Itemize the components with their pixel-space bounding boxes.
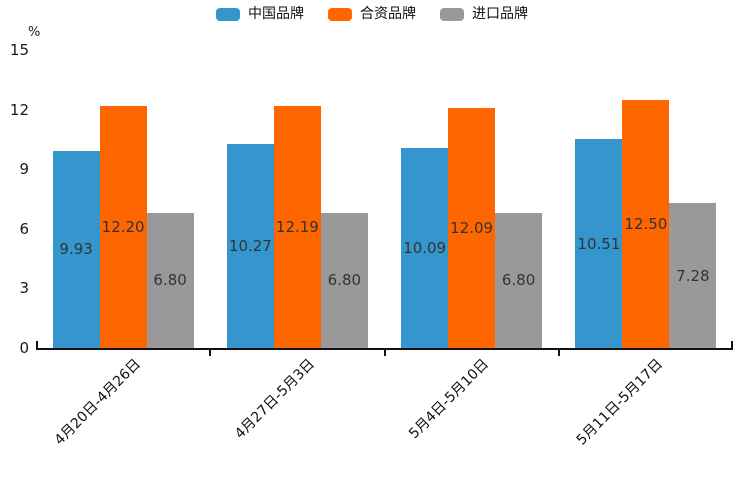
bar-value-label: 12.19 (275, 217, 319, 236)
bar-value-label: 12.20 (101, 217, 145, 236)
y-tick-label: 6 (19, 219, 29, 238)
bar-value-label: 12.50 (624, 214, 668, 233)
x-tick-label-2: 5月4日-5月10日 (406, 356, 493, 443)
bar-中国品牌-0: 9.93 (52, 150, 100, 348)
legend-label: 中国品牌 (248, 6, 304, 22)
legend-item-1[interactable]: 合资品牌 (328, 7, 416, 21)
bar-进口品牌-0: 6.80 (146, 212, 194, 348)
chart-legend: 中国品牌 合资品牌 进口品牌 (0, 7, 744, 21)
bar-合资品牌-3: 12.50 (622, 99, 670, 348)
bar-中国品牌-3: 10.51 (575, 139, 623, 348)
bar-value-label: 12.09 (450, 218, 494, 237)
bar-value-label: 6.80 (501, 271, 536, 290)
x-tick-label-0: 4月20日-4月26日 (51, 356, 144, 449)
axis-end-tick (731, 341, 733, 348)
legend-swatch-icon (216, 7, 240, 21)
axis-mid-tick (557, 350, 560, 356)
bar-中国品牌-2: 10.09 (401, 147, 449, 348)
y-tick-label: 9 (19, 160, 29, 179)
y-axis-unit-label: % (28, 25, 41, 40)
legend-item-2[interactable]: 进口品牌 (440, 7, 528, 21)
bar-value-label: 10.09 (403, 238, 447, 257)
legend-swatch-icon (328, 7, 352, 21)
x-tick-label-1: 4月27日-5月3日 (231, 356, 318, 443)
y-tick-label: 15 (9, 41, 29, 59)
bar-进口品牌-1: 6.80 (320, 212, 368, 348)
bar-group-2: 10.09 12.09 6.80 (385, 50, 559, 348)
bar-value-label: 9.93 (59, 240, 93, 259)
bar-进口品牌-3: 7.28 (669, 203, 717, 348)
axis-mid-tick (209, 350, 212, 356)
legend-label: 进口品牌 (472, 6, 528, 22)
bar-group-1: 10.27 12.19 6.80 (210, 50, 384, 348)
bar-进口品牌-2: 6.80 (495, 212, 543, 348)
bar-合资品牌-1: 12.19 (273, 105, 321, 348)
bar-value-label: 10.27 (228, 236, 272, 255)
axis-end-tick (36, 341, 38, 348)
legend-item-0[interactable]: 中国品牌 (216, 7, 304, 21)
legend-swatch-icon (440, 7, 464, 21)
axis-mid-tick (383, 350, 386, 356)
y-tick-label: 12 (9, 100, 29, 119)
bar-group-0: 9.93 12.20 6.80 (36, 50, 210, 348)
y-tick-label: 0 (19, 339, 29, 357)
bar-value-label: 10.51 (577, 234, 621, 253)
y-tick-label: 3 (19, 279, 29, 298)
plot-area: 9.93 12.20 6.80 10.27 12.19 6.80 10.09 12.09 6.8… (36, 50, 733, 350)
bar-value-label: 6.80 (153, 271, 187, 290)
bar-中国品牌-1: 10.27 (226, 143, 274, 348)
legend-label: 合资品牌 (360, 6, 416, 22)
x-tick-label-3: 5月11日-5月17日 (574, 356, 667, 449)
bar-group-3: 10.51 12.50 7.28 (559, 50, 733, 348)
bar-value-label: 6.80 (327, 271, 362, 290)
bar-合资品牌-0: 12.20 (99, 105, 147, 348)
bar-合资品牌-2: 12.09 (448, 107, 496, 348)
bar-value-label: 7.28 (676, 266, 710, 285)
